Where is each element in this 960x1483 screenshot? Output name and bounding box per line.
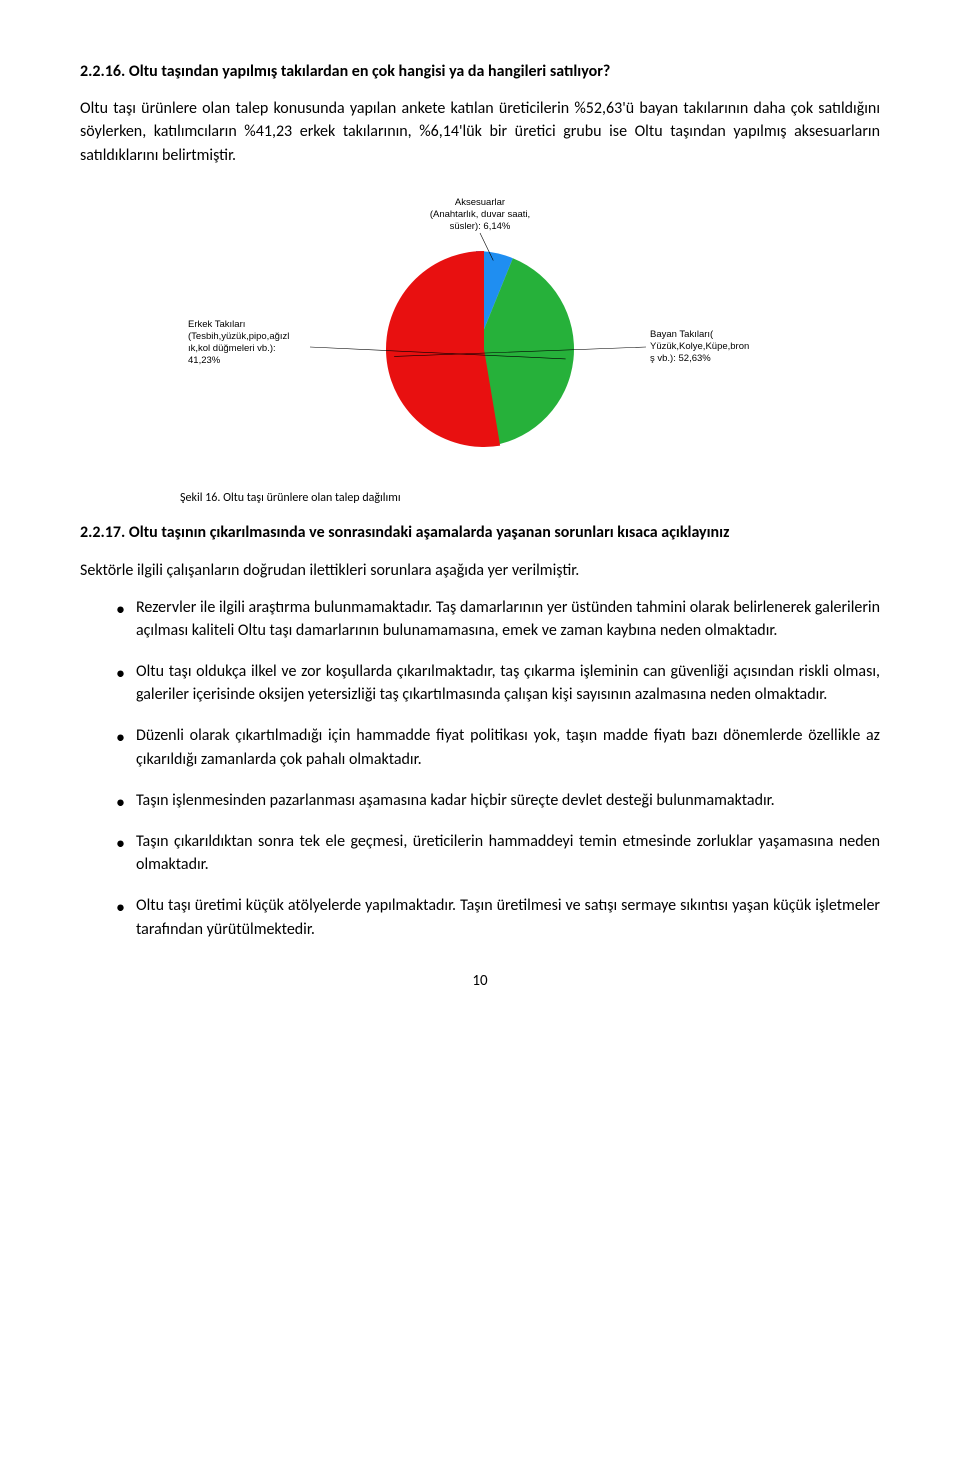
pie-slice-bayan	[386, 251, 500, 447]
section-paragraph-1: Oltu taşı ürünlere olan talep konusunda …	[80, 97, 880, 167]
list-item: Rezervler ile ilgili araştırma bulunmama…	[116, 596, 880, 642]
section-intro: Sektörle ilgili çalışanların doğrudan il…	[80, 559, 880, 582]
list-item: Oltu taşı üretimi küçük atölyelerde yapı…	[116, 894, 880, 940]
list-item: Taşın çıkarıldıktan sonra tek ele geçmes…	[116, 830, 880, 876]
chart-caption: Şekil 16. Oltu taşı ürünlere olan talep …	[180, 490, 880, 507]
section-heading-1: 2.2.16. Oltu taşından yapılmış takılarda…	[80, 60, 880, 83]
list-item: Taşın işlenmesinden pazarlanması aşaması…	[116, 789, 880, 812]
pie-label-bayan: Bayan Takıları(Yüzük,Kolye,Küpe,bronş vb…	[650, 329, 749, 364]
pie-chart: Aksesuarlar(Anahtarlık, duvar saati,süsl…	[180, 187, 780, 467]
page-number: 10	[80, 971, 880, 993]
pie-chart-container: Aksesuarlar(Anahtarlık, duvar saati,süsl…	[80, 187, 880, 474]
pie-label-aksesuarlar: Aksesuarlar(Anahtarlık, duvar saati,süsl…	[430, 197, 530, 232]
pie-label-erkek: Erkek Takıları(Tesbih,yüzük,pipo,ağızlık…	[188, 319, 289, 366]
bullet-list: Rezervler ile ilgili araştırma bulunmama…	[80, 596, 880, 941]
list-item: Düzenli olarak çıkartılmadığı için hamma…	[116, 724, 880, 770]
section-heading-2: 2.2.17. Oltu taşının çıkarılmasında ve s…	[80, 521, 880, 544]
list-item: Oltu taşı oldukça ilkel ve zor koşullard…	[116, 660, 880, 706]
